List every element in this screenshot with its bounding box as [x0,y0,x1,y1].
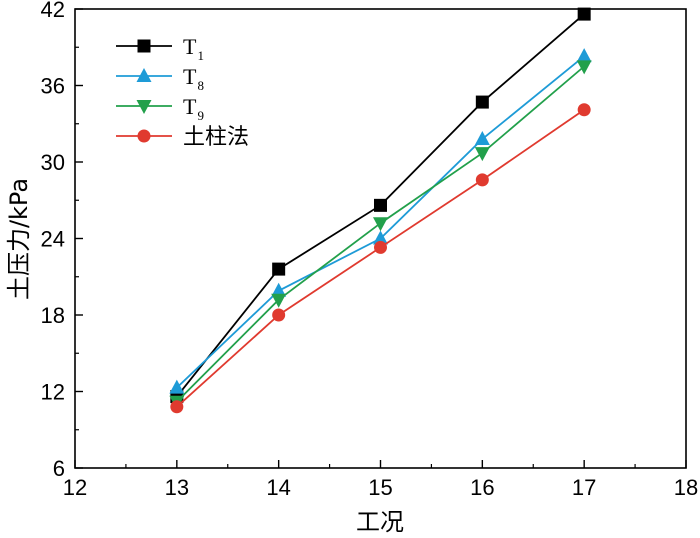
series-line [176,108,585,408]
series-1 [170,7,591,404]
legend-subscript: 8 [197,78,204,93]
y-tick-label: 30 [41,150,65,175]
data-point [170,400,184,414]
legend-label: 土柱法 [183,125,249,150]
data-point [374,240,387,254]
legend-marker [136,68,152,82]
legend-item: T9 [116,94,204,123]
data-point [373,217,388,232]
x-tick-label: 15 [368,475,392,500]
legend-marker [136,100,152,114]
data-point [271,293,287,308]
legend-marker [137,129,151,143]
legend-label: T8 [183,64,204,93]
x-tick-label: 14 [266,475,290,500]
series-4 [170,103,591,414]
data-point [373,230,388,245]
x-tick-label: 17 [572,475,596,500]
x-tick-label: 16 [470,475,494,500]
legend-item: T1 [116,34,204,63]
legend-label: T9 [183,94,204,123]
y-tick-label: 18 [41,303,65,328]
y-tick-label: 6 [53,456,65,481]
y-tick-label: 42 [41,0,65,22]
legend-subscript: 9 [197,108,204,123]
legend-item: T8 [116,64,204,93]
legend-marker [137,39,151,53]
x-tick-label: 18 [674,475,698,500]
data-point [576,60,592,75]
y-tick-label: 24 [41,227,65,252]
data-point [272,308,286,322]
x-tick-label: 12 [63,475,87,500]
data-point [271,282,287,297]
x-tick-label: 13 [165,475,189,500]
y-axis-title: 土压力/kPa [5,178,33,300]
data-point [474,131,490,146]
data-point [577,7,591,21]
data-point [272,262,286,276]
series-2 [169,48,592,394]
data-point [374,198,387,212]
x-axis-title: 工况 [356,508,404,536]
data-point [576,48,592,63]
data-point [577,103,591,117]
data-point [169,379,185,394]
series-3 [169,60,592,410]
data-point [475,173,489,187]
legend-item: 土柱法 [116,125,249,150]
legend-label: T1 [183,34,204,63]
legend-subscript: 1 [197,48,204,63]
data-point [475,95,489,109]
y-tick-label: 36 [41,74,65,99]
y-tick-label: 12 [41,380,65,405]
data-point [474,147,490,162]
series-group [169,7,592,414]
